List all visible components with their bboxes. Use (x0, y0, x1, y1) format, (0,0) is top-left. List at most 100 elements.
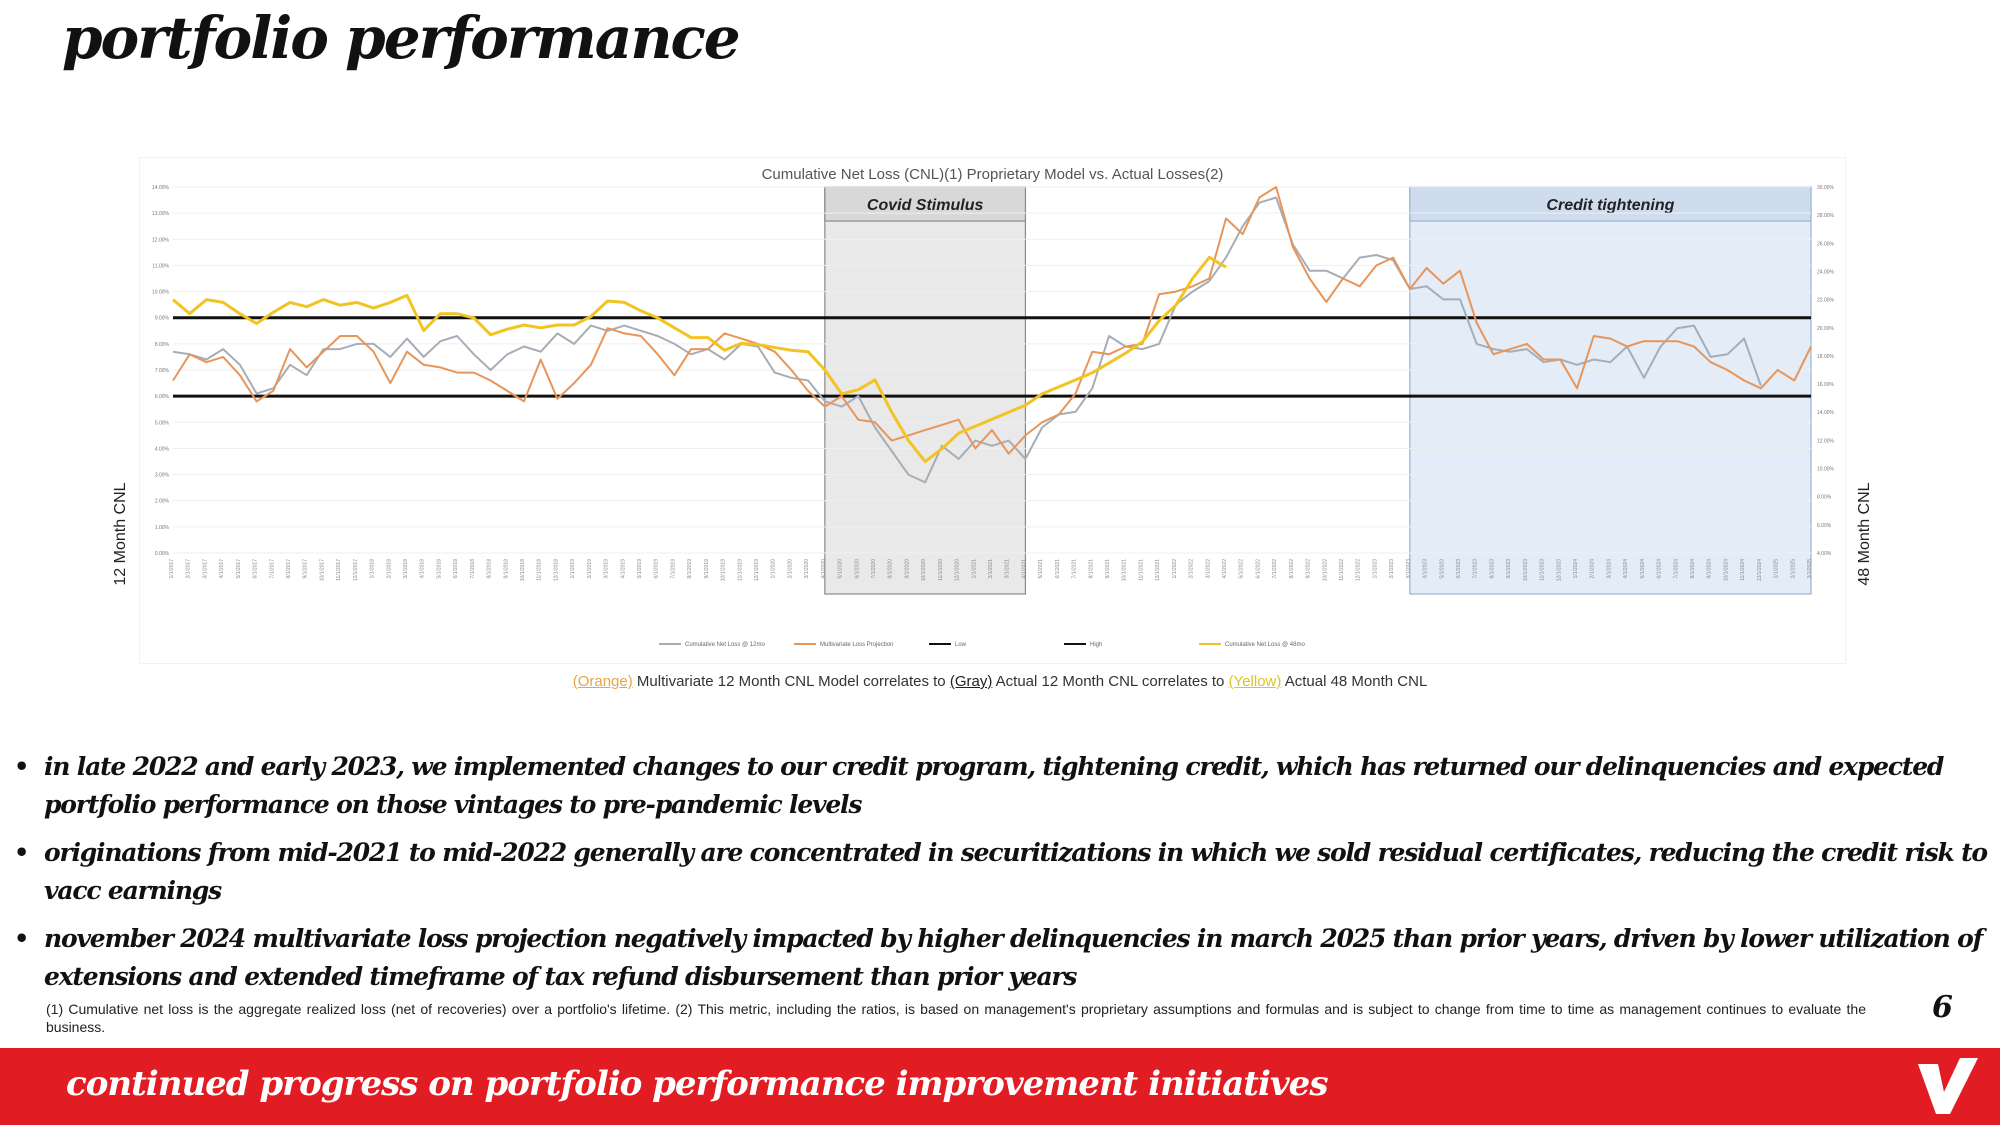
x-tick-label: 3/1/2023 (1406, 559, 1412, 579)
x-tick-label: 4/1/2018 (420, 559, 426, 579)
x-tick-label: 2/1/2022 (1189, 559, 1195, 579)
x-tick-label: 5/1/2021 (1038, 559, 1044, 579)
x-tick-label: 3/1/2021 (1005, 559, 1011, 579)
x-tick-label: 1/1/2023 (1372, 559, 1378, 579)
legend-label: Cumulative Net Loss @ 12mo (685, 642, 765, 648)
x-tick-label: 4/1/2019 (620, 559, 626, 579)
x-tick-label: 10/1/2023 (1523, 559, 1529, 581)
right-tick-label: 4.00% (1817, 551, 1832, 557)
caption-part2: Actual 12 Month CNL correlates to (992, 673, 1229, 690)
left-tick-label: 1.00% (155, 525, 170, 531)
x-tick-label: 2/1/2023 (1389, 559, 1395, 579)
x-tick-label: 10/1/2021 (1122, 559, 1128, 581)
x-tick-label: 4/1/2022 (1222, 559, 1228, 579)
series-line (172, 186, 1812, 455)
bullet-text: in late 2022 and early 2023, we implemen… (44, 752, 1944, 819)
x-tick-label: 2/1/2017 (186, 559, 192, 579)
right-tick-label: 12.00% (1817, 438, 1835, 444)
page-number: 6 (1932, 990, 1953, 1025)
bullet-item: • in late 2022 and early 2023, we impleme… (14, 748, 1999, 824)
x-tick-label: 5/1/2020 (838, 559, 844, 579)
x-tick-label: 8/1/2024 (1690, 559, 1696, 579)
x-tick-label: 12/1/2021 (1155, 559, 1161, 581)
series-line (172, 255, 1227, 463)
x-tick-label: 1/1/2017 (169, 559, 175, 579)
x-tick-label: 10/1/2020 (921, 559, 927, 581)
left-tick-label: 3.00% (155, 473, 170, 479)
x-tick-label: 11/1/2018 (537, 559, 543, 581)
left-tick-label: 4.00% (155, 446, 170, 452)
x-tick-label: 7/1/2018 (470, 559, 476, 579)
x-tick-label: 3/1/2020 (804, 559, 810, 579)
x-tick-label: 4/1/2021 (1021, 559, 1027, 579)
caption-part1: Multivariate 12 Month CNL Model correlat… (632, 673, 950, 690)
x-tick-label: 4/1/2023 (1423, 559, 1429, 579)
bullet-dot-icon: • (14, 838, 29, 867)
x-tick-label: 1/1/2021 (971, 559, 977, 579)
x-tick-label: 11/1/2023 (1540, 559, 1546, 581)
x-tick-label: 10/1/2022 (1322, 559, 1328, 581)
bullet-text: november 2024 multivariate loss projecti… (44, 924, 1983, 991)
x-tick-label: 11/1/2024 (1740, 559, 1746, 581)
left-tick-label: 12.00% (152, 237, 170, 243)
x-tick-label: 9/1/2023 (1506, 559, 1512, 579)
bullet-text: originations from mid-2021 to mid-2022 g… (44, 838, 1988, 905)
right-tick-label: 10.00% (1817, 467, 1835, 473)
x-tick-label: 1/1/2022 (1172, 559, 1178, 579)
cnl-chart-svg: Covid Stimulus Credit tightening 0.00% 1.00… (139, 157, 1846, 664)
x-tick-label: 12/1/2024 (1757, 559, 1763, 581)
x-tick-label: 4/1/2024 (1623, 559, 1629, 579)
right-tick-label: 8.00% (1817, 495, 1832, 501)
x-tick-label: 9/1/2020 (904, 559, 910, 579)
left-tick-label: 11.00% (152, 263, 169, 269)
x-tick-label: 2/1/2019 (587, 559, 593, 579)
left-tick-label: 7.00% (155, 368, 170, 374)
x-tick-label: 11/1/2021 (1138, 559, 1144, 581)
x-tick-label: 8/1/2022 (1289, 559, 1295, 579)
cnl-chart: Covid Stimulus Credit tightening 0.00% 1.00… (139, 157, 1846, 664)
x-tick-label: 2/1/2020 (787, 559, 793, 579)
left-tick-label: 13.00% (152, 211, 170, 217)
left-tick-label: 6.00% (155, 394, 170, 400)
x-tick-label: 9/1/2017 (303, 559, 309, 579)
caption-gray: (Gray) (949, 673, 993, 690)
left-tick-label: 9.00% (155, 316, 170, 322)
left-tick-label: 8.00% (155, 342, 170, 348)
x-tick-label: 6/1/2024 (1657, 559, 1663, 579)
x-tick-label: 9/1/2019 (704, 559, 710, 579)
caption-orange: (Orange) (572, 673, 633, 690)
x-tick-label: 8/1/2020 (888, 559, 894, 579)
x-tick-label: 4/1/2020 (821, 559, 827, 579)
left-tick-label: 10.00% (152, 290, 170, 296)
x-tick-label: 10/1/2024 (1723, 559, 1729, 581)
legend-label: Cumulative Net Loss @ 48mo (1225, 642, 1305, 648)
x-tick-label: 8/1/2017 (286, 559, 292, 579)
left-tick-label: 2.00% (155, 499, 170, 505)
vroom-logo-icon (1918, 1058, 1978, 1114)
right-tick-label: 18.00% (1817, 354, 1835, 360)
x-tick-label: 10/1/2019 (721, 559, 727, 581)
x-tick-label: 12/1/2019 (754, 559, 760, 581)
x-tick-label: 12/1/2022 (1356, 559, 1362, 581)
x-tick-label: 3/1/2025 (1807, 559, 1813, 579)
right-tick-label: 26.00% (1817, 241, 1835, 247)
region-label: Covid Stimulus (867, 197, 984, 214)
x-tick-label: 6/1/2019 (654, 559, 660, 579)
x-tick-label: 2/1/2024 (1590, 559, 1596, 579)
x-tick-label: 12/1/2020 (955, 559, 961, 581)
x-tick-label: 10/1/2018 (520, 559, 526, 581)
x-tick-label: 1/1/2025 (1774, 559, 1780, 579)
x-tick-label: 7/1/2022 (1272, 559, 1278, 579)
x-tick-label: 6/1/2023 (1456, 559, 1462, 579)
left-axis-title: 12 Month CNL (112, 482, 129, 586)
x-tick-label: 7/1/2019 (670, 559, 676, 579)
x-tick-label: 12/1/2017 (353, 559, 359, 581)
bullet-dot-icon: • (14, 752, 29, 781)
page-title: portfolio performance (62, 4, 741, 72)
x-tick-label: 9/1/2018 (503, 559, 509, 579)
right-tick-label: 16.00% (1817, 382, 1835, 388)
x-tick-label: 1/1/2019 (570, 559, 576, 579)
right-tick-label: 28.00% (1817, 213, 1835, 219)
x-tick-label: 12/1/2018 (553, 559, 559, 581)
x-tick-label: 4/1/2017 (219, 559, 225, 579)
